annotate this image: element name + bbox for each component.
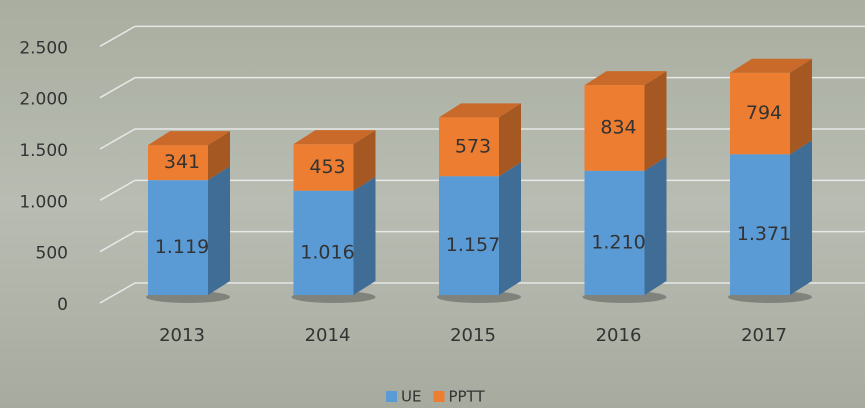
y-tick-label: 0: [57, 295, 68, 315]
value-label: 573: [455, 135, 491, 157]
bar-side: [499, 162, 521, 295]
bar-side: [208, 166, 230, 295]
x-tick-label: 2017: [741, 325, 787, 346]
value-label: 1.016: [300, 241, 354, 263]
legend-label: UE: [401, 388, 421, 406]
legend-label: PPTT: [448, 388, 485, 406]
value-label: 341: [164, 151, 200, 173]
bar-side: [354, 177, 376, 295]
value-label: 1.157: [446, 234, 500, 256]
bar-side: [645, 71, 667, 171]
value-label: 1.119: [155, 236, 209, 258]
value-label: 1.210: [591, 231, 645, 253]
x-tick-label: 2016: [596, 325, 642, 346]
y-tick-label: 1.000: [19, 192, 68, 212]
value-label: 1.371: [737, 223, 791, 245]
x-tick-label: 2015: [450, 325, 496, 346]
value-label: 794: [746, 102, 782, 124]
value-label: 834: [600, 116, 636, 138]
value-label: 453: [309, 156, 345, 178]
x-tick-label: 2013: [159, 325, 205, 346]
bar-side: [790, 59, 812, 155]
chart: 0 500 1.000 1.500 2.000 2.500 1.119 341 2013 1.01…: [0, 0, 865, 408]
legend-swatch: [433, 391, 444, 402]
x-tick-label: 2014: [305, 325, 351, 346]
y-tick-label: 2.500: [19, 38, 68, 58]
y-tick-label: 500: [36, 244, 68, 264]
legend-swatch: [386, 391, 397, 402]
y-tick-label: 1.500: [19, 141, 68, 161]
bar-side: [790, 140, 812, 295]
y-tick-label: 2.000: [19, 90, 68, 110]
bar-side: [645, 157, 667, 295]
